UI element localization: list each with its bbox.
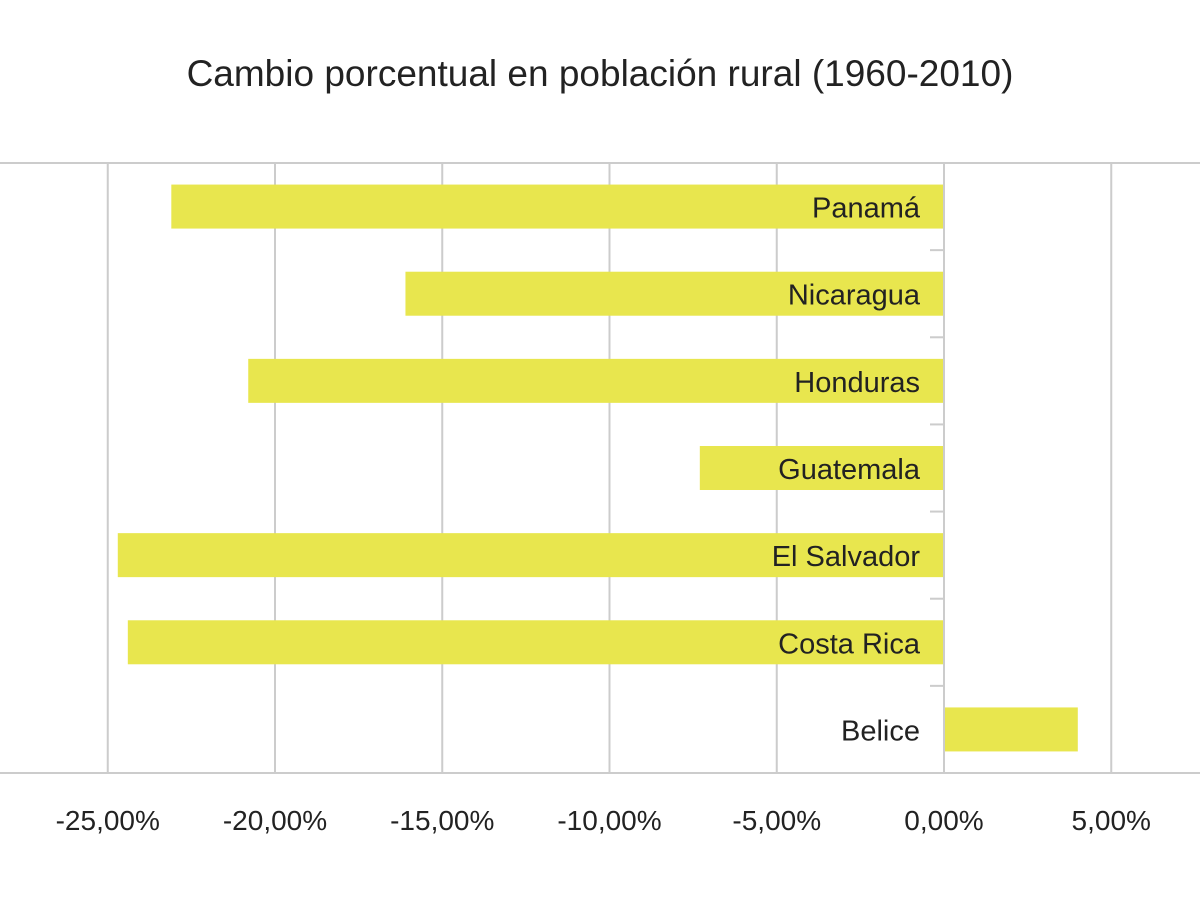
x-tick-label: 0,00% [904, 805, 983, 836]
axes: -30,00%-25,00%-20,00%-15,00%-10,00%-5,00… [0, 163, 1200, 836]
category-label: Guatemala [778, 454, 921, 486]
category-label: Honduras [794, 367, 920, 399]
x-tick-label: -25,00% [56, 805, 160, 836]
bar [171, 184, 944, 229]
bar [117, 533, 944, 578]
grid-lines [0, 162, 1200, 773]
x-tick-label: -20,00% [223, 805, 327, 836]
bar [127, 620, 944, 665]
category-label: Costa Rica [778, 628, 921, 660]
x-tick-label: 5,00% [1072, 805, 1151, 836]
x-tick-label: -15,00% [390, 805, 494, 836]
bar [944, 707, 1078, 752]
category-label: El Salvador [772, 541, 921, 573]
bar [405, 271, 945, 316]
category-label: Belice [841, 715, 920, 747]
bar-labels: Panamá Nicaragua Honduras Guatemala El Salva… [772, 193, 921, 748]
x-tick-label: -5,00% [732, 805, 821, 836]
chart-title: Cambio porcentual en población rural (19… [187, 53, 1014, 94]
bars [117, 184, 1078, 752]
bar [699, 446, 944, 490]
category-label: Panamá [812, 193, 921, 225]
bar [248, 358, 945, 403]
x-tick-label: -10,00% [557, 805, 661, 836]
category-label: Nicaragua [788, 280, 921, 312]
